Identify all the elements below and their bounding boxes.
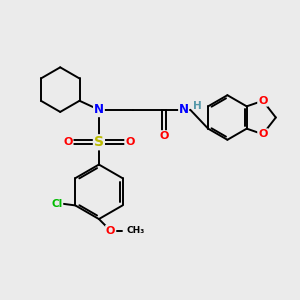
Text: Cl: Cl [51,199,62,209]
Text: O: O [106,226,116,236]
Text: CH₃: CH₃ [126,226,144,235]
Text: O: O [63,137,73,147]
Text: O: O [159,131,169,141]
Text: O: O [258,129,268,139]
Text: H: H [193,101,202,111]
Text: N: N [179,103,189,116]
Text: N: N [94,103,104,116]
Text: S: S [94,135,104,149]
Text: O: O [125,137,135,147]
Text: O: O [258,96,268,106]
